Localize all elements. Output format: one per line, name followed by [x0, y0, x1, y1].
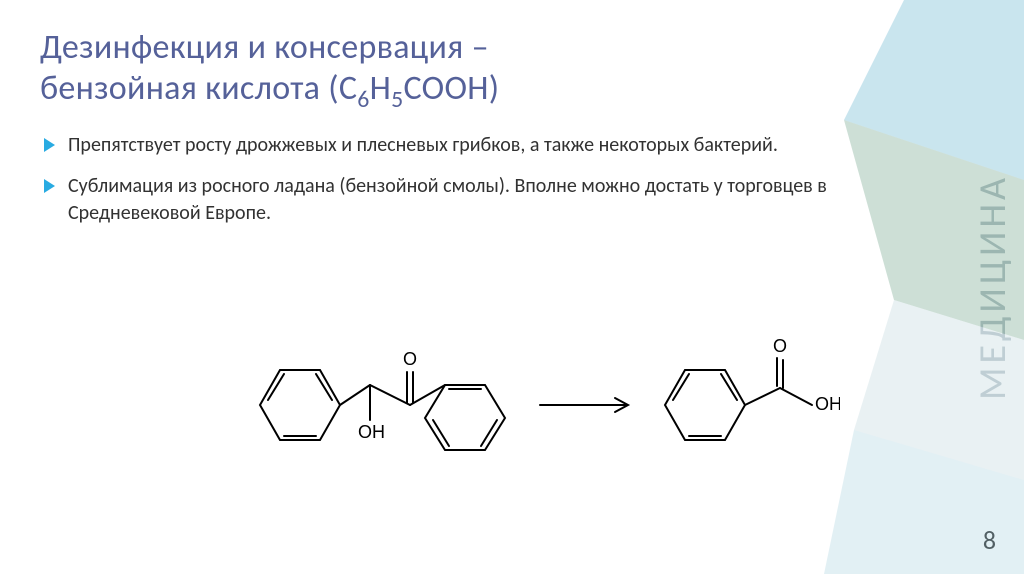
chem-o-left: O — [403, 349, 417, 369]
side-category-label: МЕДИЦИНА — [970, 174, 1016, 400]
chem-o-right: O — [773, 336, 787, 356]
page-number: 8 — [983, 524, 996, 556]
chemical-diagram: OH O O OH — [220, 310, 840, 480]
title-sub2: 5 — [391, 85, 403, 114]
list-item: Препятствует росту дрожжевых и плесневых… — [40, 132, 940, 159]
title-line1: Дезинфекция и консервация – — [40, 27, 489, 68]
slide-title: Дезинфекция и консервация – бензойная ки… — [40, 28, 1024, 110]
bullet-text: Препятствует росту дрожжевых и плесневых… — [68, 133, 778, 157]
bullet-text: Сублимация из росного ладана (бензойной … — [68, 174, 827, 225]
title-line2-pre: бензойная кислота (C — [40, 68, 357, 109]
list-item: Сублимация из росного ладана (бензойной … — [40, 173, 940, 227]
title-mid: H — [370, 68, 391, 109]
title-line2-post: COOH) — [404, 68, 500, 109]
chem-oh-right: OH — [815, 394, 840, 414]
bullet-list: Препятствует росту дрожжевых и плесневых… — [40, 132, 940, 227]
chem-oh-left: OH — [358, 422, 385, 442]
title-sub1: 6 — [357, 85, 369, 114]
